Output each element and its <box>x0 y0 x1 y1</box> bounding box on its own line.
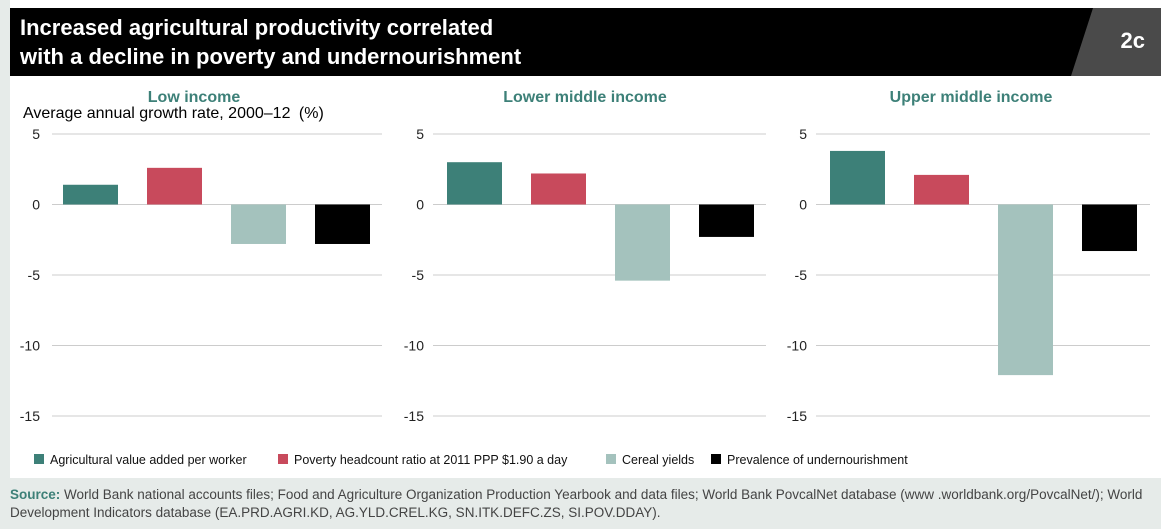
bar <box>914 174 969 205</box>
y-axis-title-main: Average annual growth rate, 2000–12 <box>23 105 291 122</box>
bar-charts: Low income 5 0 -5 -10 -15 Lower middle income 5… <box>20 89 1150 424</box>
legend-label: Poverty headcount ratio at 2011 PPP $1.9… <box>294 453 568 467</box>
bar <box>699 204 754 237</box>
legend-item: Agricultural value added per worker <box>34 453 247 467</box>
legend-label: Cereal yields <box>622 453 694 467</box>
legend-swatch <box>34 454 44 464</box>
bar <box>63 184 118 205</box>
panel-title: Low income <box>148 89 241 106</box>
figure-title: Increased agricultural productivity corr… <box>20 15 522 69</box>
y-tick-label: -10 <box>404 338 424 354</box>
legend-item: Poverty headcount ratio at 2011 PPP $1.9… <box>278 453 568 467</box>
figure-panel <box>10 0 1161 478</box>
bar <box>830 150 885 205</box>
legend-label: Prevalence of undernourishment <box>727 453 908 467</box>
bar <box>315 204 370 244</box>
y-tick-label: -5 <box>412 267 425 283</box>
panel-title: Lower middle income <box>503 89 667 106</box>
charts-area: Low income 5 0 -5 -10 -15 Lower middle income 5… <box>20 89 1150 467</box>
source-label: Source: <box>10 487 61 502</box>
legend-swatch <box>278 454 288 464</box>
y-axis-title: Average annual growth rate, 2000–12 (%) <box>23 105 324 122</box>
bar-chart-panel-1: Low income 5 0 -5 -10 -15 <box>20 89 382 424</box>
y-tick-label: -15 <box>787 408 807 424</box>
y-tick-label: 5 <box>799 126 807 142</box>
y-tick-label: -10 <box>787 338 807 354</box>
bar <box>531 173 586 205</box>
legend-swatch <box>606 454 616 464</box>
bar <box>447 162 502 205</box>
y-tick-label: 5 <box>416 126 424 142</box>
legend-item: Cereal yields <box>606 453 694 467</box>
y-tick-label: 0 <box>416 197 424 213</box>
y-tick-label: -5 <box>795 267 808 283</box>
bar <box>231 204 286 244</box>
bar <box>998 204 1053 376</box>
bar <box>147 167 202 205</box>
source-text: World Bank national accounts files; Food… <box>10 487 1143 520</box>
y-tick-label: 0 <box>32 197 40 213</box>
figure-number: 2c <box>1120 28 1145 53</box>
y-axis-title-unit: (%) <box>299 105 324 122</box>
legend: Agricultural value added per worker Pover… <box>34 453 908 467</box>
legend-item: Prevalence of undernourishment <box>711 453 908 467</box>
bar <box>615 204 670 281</box>
y-tick-label: -15 <box>20 408 40 424</box>
legend-swatch <box>711 454 721 464</box>
y-tick-label: 5 <box>32 126 40 142</box>
y-tick-label: 0 <box>799 197 807 213</box>
title-bar: Increased agricultural productivity corr… <box>10 8 1161 76</box>
source-note: Source: World Bank national accounts fil… <box>10 486 1150 522</box>
panel-title: Upper middle income <box>890 89 1053 106</box>
y-tick-label: -5 <box>28 267 41 283</box>
bar-chart-panel-2: Lower middle income 5 0 -5 -10 -15 <box>404 89 766 424</box>
legend-label: Agricultural value added per worker <box>50 453 247 467</box>
bar <box>1082 204 1137 252</box>
y-tick-label: -10 <box>20 338 40 354</box>
bar-chart-panel-3: Upper middle income 5 0 -5 -10 -15 <box>787 89 1150 424</box>
y-tick-label: -15 <box>404 408 424 424</box>
